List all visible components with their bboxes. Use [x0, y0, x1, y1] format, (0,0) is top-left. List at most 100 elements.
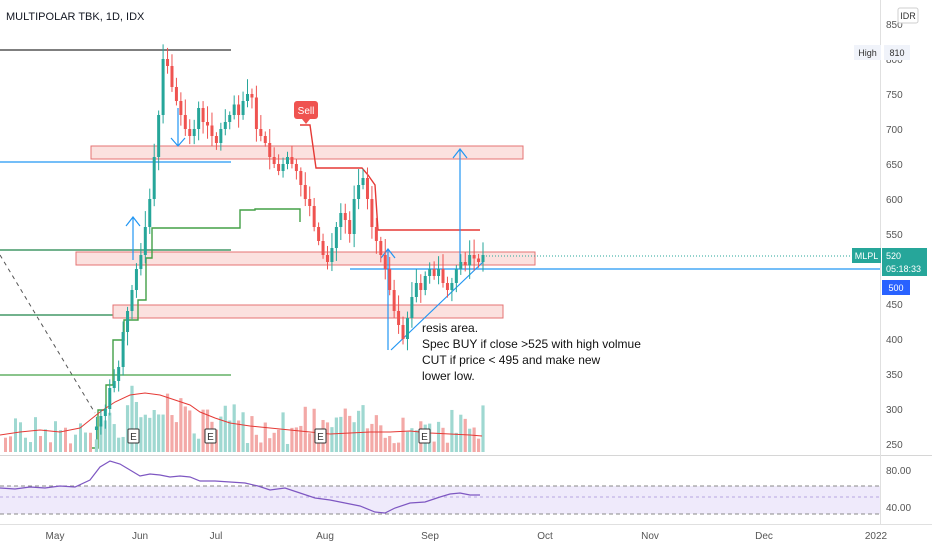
volume-bar: [396, 442, 401, 452]
resistance-zone-upper: [90, 145, 524, 160]
candle-body: [192, 129, 196, 136]
volume-bar: [4, 437, 7, 452]
candles: [94, 44, 485, 440]
candle-body: [254, 97, 258, 129]
volume-bar: [392, 443, 396, 452]
volume-bar: [379, 425, 383, 452]
candle-body: [223, 122, 227, 129]
volume-bar: [285, 443, 290, 452]
earnings-marker-jul[interactable]: E: [204, 428, 217, 444]
volume-bar: [317, 436, 321, 452]
volume-bar: [472, 427, 476, 452]
candle-body: [210, 125, 214, 136]
candle-body: [170, 66, 174, 87]
volume-bar: [89, 432, 92, 452]
volume-bar: [39, 435, 42, 452]
volume-bar: [388, 435, 392, 452]
volume-bar: [219, 416, 223, 452]
candle-body: [237, 104, 241, 115]
candle-body: [450, 283, 454, 290]
sell-signal-label: Sell: [298, 106, 315, 117]
volume-bar: [245, 443, 250, 452]
volume-bar: [174, 422, 179, 452]
currency-badge[interactable]: IDR: [897, 7, 919, 24]
sell-signal-marker: Sell: [294, 101, 318, 124]
volume-bar: [183, 406, 187, 452]
candle-body: [259, 129, 263, 136]
candle-body: [423, 276, 427, 290]
candle-body: [334, 227, 338, 248]
volume-bar: [130, 385, 134, 452]
volume-bar: [343, 408, 347, 452]
volume-bar: [143, 414, 147, 452]
price-tick-label: 700: [886, 125, 903, 136]
candle-body: [481, 255, 485, 262]
candle-body: [152, 157, 156, 199]
candle-body: [290, 157, 294, 164]
candle-body: [392, 290, 396, 311]
volume-bar: [308, 433, 312, 452]
volume-bar: [450, 409, 454, 452]
candle-body: [268, 143, 272, 157]
volume-bar: [139, 417, 143, 452]
earnings-marker-sep[interactable]: E: [418, 428, 431, 444]
rsi-tick-label: 40.00: [886, 503, 911, 514]
candle-body: [197, 108, 201, 129]
volume-bar: [361, 405, 365, 452]
volume-bar: [157, 414, 161, 452]
volume-bar: [254, 434, 258, 452]
volume-bar: [125, 405, 130, 452]
candle-body: [477, 258, 481, 262]
candle-body: [388, 269, 392, 290]
candle-body: [108, 388, 112, 409]
candle-body: [112, 381, 116, 388]
volume-bar: [281, 412, 285, 452]
volume-bar: [228, 420, 232, 452]
volume-bar: [348, 415, 352, 452]
volume-bar: [94, 439, 99, 452]
volume-bar: [197, 438, 201, 452]
candle-body: [437, 269, 441, 276]
volume-bar: [223, 405, 227, 452]
volume-bar: [468, 428, 472, 452]
earnings-marker-label: E: [317, 432, 324, 443]
candle-body: [325, 255, 329, 262]
volume-bar: [352, 422, 356, 452]
resistance-zone-middle: [75, 251, 536, 266]
candle-body: [405, 318, 409, 339]
candle-body: [330, 248, 334, 262]
volume-bar: [330, 427, 334, 452]
volume-bar: [14, 418, 17, 452]
volume-ma-line: [0, 392, 483, 437]
annotation-line-1: resis area.: [422, 321, 478, 335]
volume-bar: [232, 404, 236, 452]
volume-bars: [4, 385, 485, 452]
candle-body: [179, 101, 183, 115]
volume-bar: [294, 427, 298, 452]
volume-bar: [24, 437, 27, 452]
earnings-marker-jun[interactable]: E: [127, 428, 140, 444]
volume-bar: [170, 415, 174, 452]
volume-bar: [237, 420, 241, 452]
candle-body: [103, 409, 107, 416]
price-tick-label: 450: [886, 300, 903, 311]
rsi-line: [0, 460, 480, 514]
earnings-marker-aug[interactable]: E: [314, 428, 327, 444]
volume-bar: [405, 431, 410, 452]
volume-bar: [339, 416, 343, 452]
candle-body: [277, 164, 281, 171]
candle-body: [130, 290, 134, 311]
volume-bar: [303, 406, 307, 452]
candle-body: [468, 255, 472, 266]
volume-bar: [49, 442, 52, 452]
volume-bar: [241, 412, 245, 452]
time-tick-label: Nov: [641, 531, 659, 542]
volume-bar: [365, 428, 370, 452]
candle-body: [299, 171, 303, 185]
time-tick-label: Jun: [132, 531, 148, 542]
arrow-up-small: [125, 216, 141, 260]
volume-bar: [69, 443, 72, 452]
candle-body: [232, 104, 236, 115]
candle-body: [219, 129, 223, 143]
